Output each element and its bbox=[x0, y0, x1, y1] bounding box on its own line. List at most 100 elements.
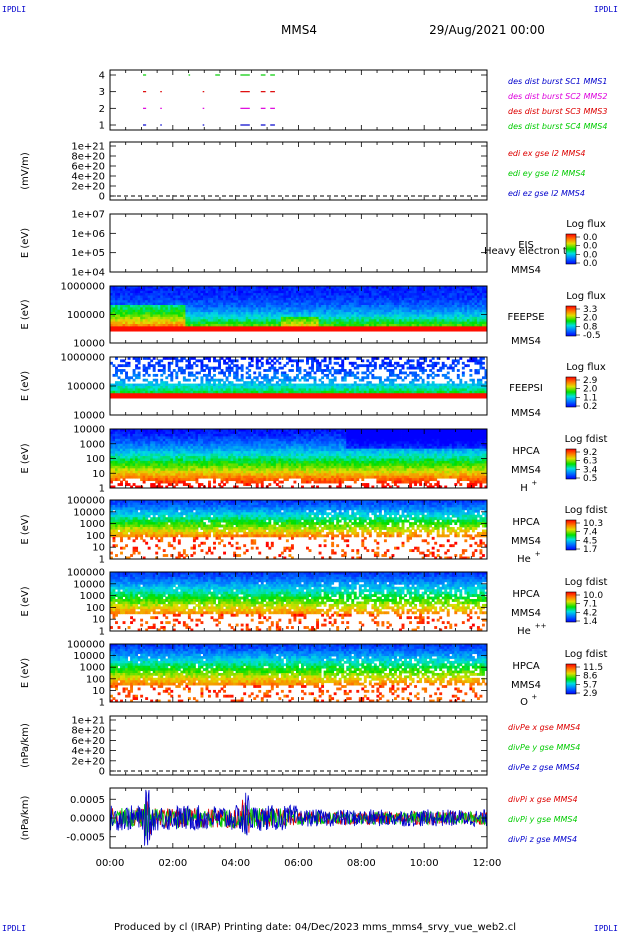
spectrogram-cell bbox=[366, 321, 370, 325]
spectrogram-cell bbox=[265, 300, 269, 304]
spectrogram-cell bbox=[205, 319, 209, 323]
spectrogram-cell bbox=[175, 395, 179, 399]
spectrogram-cell bbox=[356, 316, 360, 320]
spectrogram-cell bbox=[180, 383, 184, 387]
spectrogram-cell bbox=[110, 324, 113, 327]
spectrogram-cell bbox=[323, 286, 327, 289]
spectrogram-cell bbox=[318, 290, 322, 294]
spectrogram-cell bbox=[424, 305, 428, 308]
spectrogram-cell bbox=[456, 388, 460, 392]
spectrogram-cell bbox=[255, 383, 259, 387]
spectrogram-cell bbox=[311, 324, 314, 327]
spectrogram-cell bbox=[295, 395, 299, 399]
spectrogram-cell bbox=[461, 288, 465, 292]
spectrogram-cell bbox=[218, 383, 221, 387]
spectrogram-cell bbox=[167, 373, 171, 377]
spectrogram-cell bbox=[250, 383, 254, 387]
spectrogram-cell bbox=[358, 305, 362, 308]
spectrogram-cell bbox=[255, 429, 259, 432]
spectrogram-cell bbox=[288, 309, 292, 313]
spectrogram-cell bbox=[414, 376, 418, 380]
spectrogram-cell bbox=[383, 361, 387, 365]
spectrogram-cell bbox=[167, 393, 171, 397]
spectrogram-cell bbox=[165, 429, 169, 432]
spectrogram-cell bbox=[180, 288, 184, 292]
colorbar bbox=[565, 305, 577, 337]
spectrogram-cell bbox=[228, 390, 232, 394]
spectrogram-cell bbox=[142, 316, 146, 320]
spectrogram-cell bbox=[280, 316, 284, 320]
spectrogram-cell bbox=[230, 295, 234, 299]
spectrogram-cell bbox=[240, 369, 244, 372]
spectrogram-cell bbox=[177, 395, 181, 399]
spectrogram-cell bbox=[376, 321, 380, 325]
spectrogram-cell bbox=[416, 290, 420, 294]
spectrogram-cell bbox=[383, 386, 387, 389]
spectrogram-cell bbox=[466, 328, 470, 332]
spectrogram-cell bbox=[175, 361, 179, 365]
spectrogram-cell bbox=[363, 328, 367, 332]
spectrogram-cell bbox=[313, 307, 317, 311]
spectrogram-cell bbox=[356, 319, 360, 323]
spectrogram-cell bbox=[255, 314, 259, 318]
spectrogram-cell bbox=[208, 378, 211, 382]
spectrogram-cell bbox=[396, 395, 400, 399]
spectrogram-cell bbox=[484, 309, 488, 313]
spectrogram-cell bbox=[399, 386, 402, 389]
spectrogram-cell bbox=[248, 290, 252, 294]
spectrogram-cell bbox=[383, 357, 387, 360]
y-axis-label: (mV/m) bbox=[20, 152, 31, 190]
spectrogram-cell bbox=[298, 324, 302, 327]
spectrogram-cell bbox=[117, 286, 121, 289]
spectrogram-cell bbox=[288, 357, 292, 360]
spectrogram-cell bbox=[363, 324, 367, 327]
spectrogram-cell bbox=[263, 290, 267, 294]
spectrogram-cell bbox=[336, 300, 340, 304]
spectrogram-cell bbox=[220, 326, 224, 330]
spectrogram-cell bbox=[429, 359, 433, 363]
spectrogram-cell bbox=[278, 290, 282, 294]
spectrogram-cell bbox=[283, 288, 287, 292]
spectrogram-cell bbox=[275, 376, 279, 380]
spectrogram-cell bbox=[142, 378, 146, 382]
spectrogram-cell bbox=[280, 373, 284, 377]
spectrogram-cell bbox=[230, 305, 234, 308]
spectrogram-cell bbox=[396, 312, 400, 315]
spectrogram-cell bbox=[125, 316, 128, 320]
spectrogram-cell bbox=[343, 388, 347, 392]
spectrogram-cell bbox=[371, 388, 375, 392]
spectrogram-cell bbox=[285, 300, 289, 304]
spectrogram-cell bbox=[308, 371, 312, 375]
spectrogram-cell bbox=[248, 312, 252, 315]
spectrogram-cell bbox=[368, 383, 372, 387]
spectrogram-cell bbox=[152, 300, 156, 304]
spectrogram-cell bbox=[456, 373, 460, 377]
spectrogram-cell bbox=[180, 324, 184, 327]
spectrogram-cell bbox=[280, 319, 284, 323]
spectrogram-cell bbox=[150, 295, 154, 299]
spectrogram-cell bbox=[180, 300, 184, 304]
spectrogram-cell bbox=[197, 429, 201, 432]
spectrogram-cell bbox=[439, 312, 443, 315]
spectrogram-cell bbox=[248, 295, 252, 299]
spectrogram-cell bbox=[474, 390, 478, 394]
spectrogram-cell bbox=[469, 312, 473, 315]
spectrogram-cell bbox=[187, 326, 191, 330]
spectrogram-cell bbox=[358, 286, 362, 289]
spectrogram-cell bbox=[185, 390, 189, 394]
spectrogram-cell bbox=[424, 388, 428, 392]
spectrogram-cell bbox=[351, 309, 355, 313]
spectrogram-cell bbox=[373, 300, 377, 304]
spectrogram-cell bbox=[306, 321, 309, 325]
spectrogram-cell bbox=[152, 378, 156, 382]
spectrogram-cell bbox=[396, 386, 400, 389]
spectrogram-cell bbox=[240, 293, 244, 296]
spectrogram-cell bbox=[233, 305, 237, 308]
spectrogram-cell bbox=[160, 328, 164, 332]
spectrogram-cell bbox=[260, 321, 264, 325]
spectrogram-cell bbox=[306, 316, 309, 320]
spectrogram-cell bbox=[145, 395, 149, 399]
spectrogram-cell bbox=[409, 307, 412, 311]
spectrogram-cell bbox=[376, 302, 380, 306]
spectrogram-cell bbox=[406, 388, 410, 392]
